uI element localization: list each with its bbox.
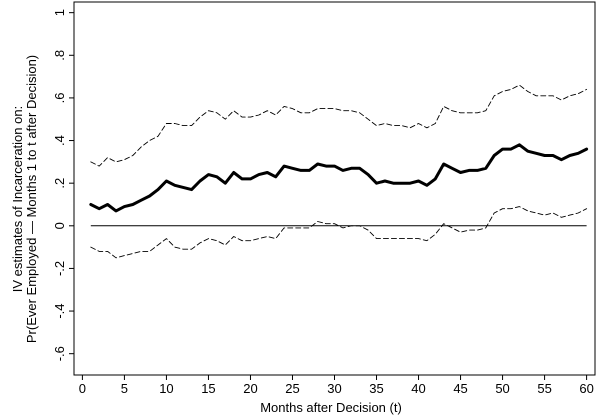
y-axis: -.6 -.4 -.2 0 .2 .4 .6 .8 1 bbox=[52, 9, 74, 361]
y-tick-label: 1 bbox=[52, 9, 67, 16]
x-tick-label: 40 bbox=[411, 381, 425, 396]
y-tick-label: -.6 bbox=[52, 346, 67, 361]
y-tick-label: .4 bbox=[52, 135, 67, 146]
x-axis-title: Months after Decision (t) bbox=[260, 400, 402, 415]
y-tick-label: 0 bbox=[52, 222, 67, 229]
x-axis: 0 5 10 15 20 25 30 35 40 45 50 55 60 bbox=[79, 375, 594, 396]
x-tick-label: 60 bbox=[579, 381, 593, 396]
x-tick-label: 5 bbox=[121, 381, 128, 396]
x-tick-label: 45 bbox=[453, 381, 467, 396]
plot-frame bbox=[73, 1, 596, 376]
y-tick-label: .2 bbox=[52, 178, 67, 189]
upper-ci-line bbox=[90, 84, 588, 167]
x-tick-label: 20 bbox=[243, 381, 257, 396]
y-axis-title-line-1: IV estimates of Incarceration on: bbox=[10, 106, 25, 292]
y-tick-label: -.4 bbox=[52, 303, 67, 318]
y-tick-label: .8 bbox=[52, 50, 67, 61]
x-tick-label: 0 bbox=[79, 381, 86, 396]
x-tick-label: 55 bbox=[537, 381, 551, 396]
estimate-line bbox=[89, 143, 589, 213]
lower-ci-line bbox=[90, 206, 588, 259]
x-tick-label: 35 bbox=[369, 381, 383, 396]
x-tick-label: 30 bbox=[327, 381, 341, 396]
x-tick-label: 10 bbox=[159, 381, 173, 396]
x-tick-label: 15 bbox=[201, 381, 215, 396]
series-layer bbox=[89, 84, 589, 259]
y-tick-label: .6 bbox=[52, 92, 67, 103]
x-tick-label: 50 bbox=[495, 381, 509, 396]
y-tick-label: -.2 bbox=[52, 261, 67, 276]
y-axis-title-line-2: Pr(Ever Employed — Months 1 to t after D… bbox=[24, 55, 39, 343]
x-tick-label: 25 bbox=[285, 381, 299, 396]
